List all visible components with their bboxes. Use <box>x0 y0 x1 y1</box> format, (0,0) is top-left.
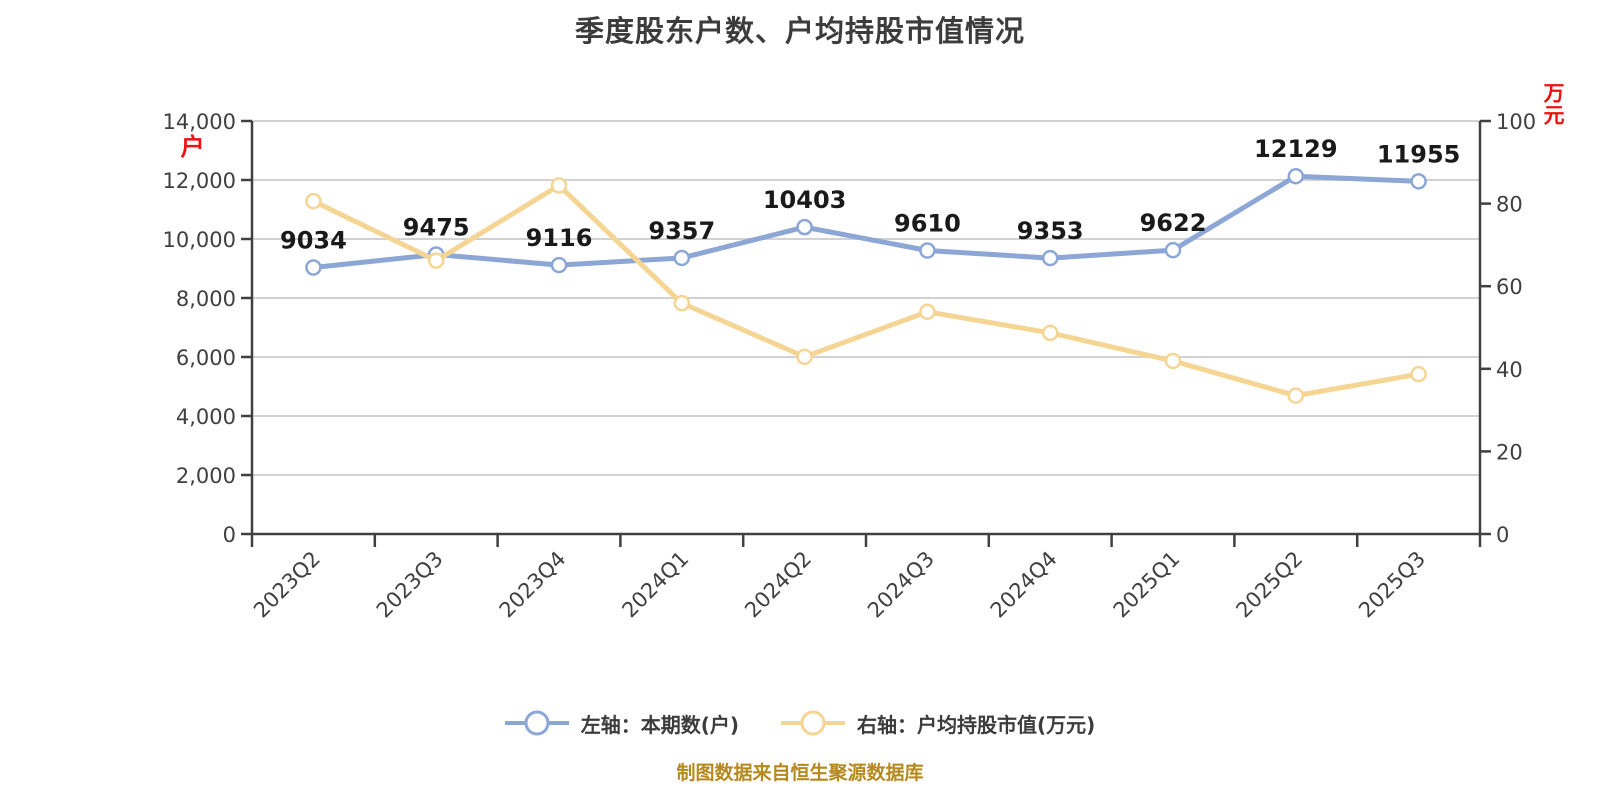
data-point-marker <box>796 348 813 366</box>
series-line-1 <box>310 182 1422 399</box>
x-axis-category-label: 2025Q2 <box>1231 547 1307 623</box>
line-circle-marker-icon <box>504 710 569 736</box>
x-axis-category-label: 2024Q1 <box>617 547 693 623</box>
x-axis-category-label: 2023Q4 <box>495 547 571 623</box>
data-point-marker <box>305 259 322 276</box>
x-axis-category-label: 2023Q2 <box>249 547 325 623</box>
left-axis-tick-label: 6,000 <box>176 346 236 370</box>
right-axis-tick-label: 60 <box>1496 275 1523 299</box>
data-point-marker <box>1164 352 1182 370</box>
data-point-label: 9116 <box>526 224 593 252</box>
data-point-marker <box>427 252 445 269</box>
data-source-note: 制图数据来自恒生聚源数据库 <box>676 762 924 784</box>
data-point-marker <box>1287 387 1305 404</box>
right-axis-unit-label: 万元 <box>1541 82 1565 126</box>
data-point-marker <box>1410 173 1427 190</box>
x-axis-category-label: 2024Q3 <box>863 547 939 623</box>
series-line-0 <box>310 173 1422 270</box>
right-axis-tick-label: 20 <box>1496 440 1523 464</box>
data-point-label: 12129 <box>1254 135 1338 163</box>
data-point-marker <box>1041 324 1059 342</box>
right-axis-tick-label: 0 <box>1496 523 1509 547</box>
data-point-label: 9353 <box>1017 217 1084 245</box>
data-point-marker <box>796 218 813 236</box>
data-point-marker <box>550 177 568 194</box>
data-point-marker <box>1410 365 1427 383</box>
data-point-marker <box>1164 241 1182 259</box>
legend-item-shareholder-count[interactable]: 左轴：本期数(户) <box>504 709 739 738</box>
left-axis-tick-label: 14,000 <box>163 110 236 134</box>
x-axis-category-label: 2025Q1 <box>1109 547 1185 623</box>
data-point-marker <box>305 192 322 210</box>
data-point-marker <box>1041 249 1059 267</box>
left-axis-tick-label: 8,000 <box>176 287 236 311</box>
left-axis-tick-label: 0 <box>223 523 236 547</box>
chart-title: 季度股东户数、户均持股市值情况 <box>574 14 1025 48</box>
left-axis-tick-label: 10,000 <box>163 228 236 252</box>
data-point-marker <box>673 294 691 312</box>
left-axis-unit-label: 户 <box>176 134 204 159</box>
data-point-label: 10403 <box>763 186 847 214</box>
data-point-marker <box>919 242 936 259</box>
x-axis-category-label: 2024Q4 <box>986 547 1062 623</box>
right-axis-tick-label: 80 <box>1496 193 1523 217</box>
legend: 左轴：本期数(户) 右轴：户均持股市值(万元) <box>0 698 1600 748</box>
x-axis-category-label: 2024Q2 <box>740 547 816 623</box>
data-point-marker <box>1287 167 1305 185</box>
data-point-marker <box>673 249 691 267</box>
data-point-label: 9622 <box>1140 209 1207 237</box>
legend-label-left-series: 左轴：本期数(户) <box>580 712 739 737</box>
data-point-label: 11955 <box>1377 140 1461 168</box>
data-point-label: 9034 <box>280 226 347 254</box>
data-point-label: 9475 <box>403 213 470 241</box>
left-axis-tick-label: 4,000 <box>176 405 236 429</box>
x-axis-category-label: 2023Q3 <box>372 547 448 623</box>
data-point-label: 9610 <box>894 210 961 238</box>
legend-item-avg-holding-value[interactable]: 右轴：户均持股市值(万元) <box>781 709 1095 738</box>
legend-label-right-series: 右轴：户均持股市值(万元) <box>857 712 1096 737</box>
data-point-label: 9357 <box>648 217 715 245</box>
left-axis-tick-label: 12,000 <box>163 169 236 193</box>
right-axis-tick-label: 100 <box>1496 110 1536 134</box>
data-point-marker <box>550 256 568 274</box>
x-axis-category-label: 2025Q3 <box>1354 547 1430 623</box>
right-axis-tick-label: 40 <box>1496 358 1523 382</box>
left-axis-tick-label: 2,000 <box>176 464 236 488</box>
line-circle-marker-icon <box>781 710 845 736</box>
data-point-marker <box>919 303 936 321</box>
